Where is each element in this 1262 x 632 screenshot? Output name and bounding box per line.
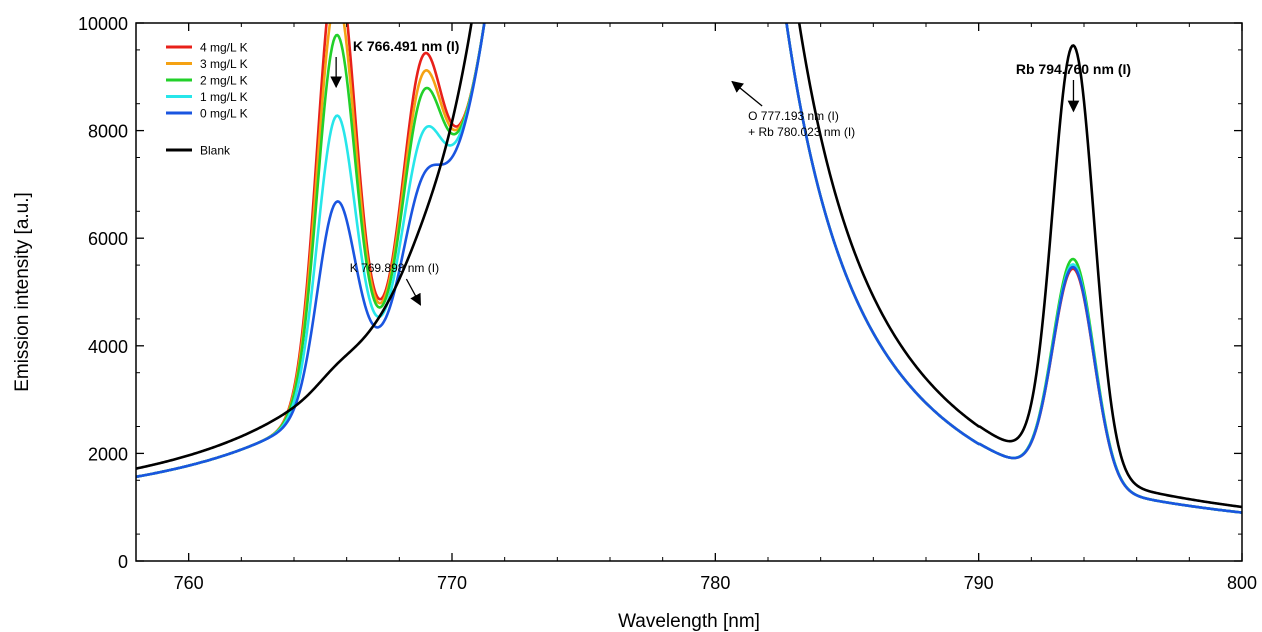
legend: 4 mg/L K 3 mg/L K 2 mg/L K 1 mg/L K 0 mg/L K… [166,41,248,158]
annotation-arrow [405,278,421,306]
legend-entry: 4 mg/L K [200,41,248,55]
legend-entry: 0 mg/L K [200,107,248,121]
annotation-label: O 777.193 nm (I) [748,109,839,123]
legend-entry: Blank [200,144,231,158]
y-tick-label: 2000 [88,444,128,464]
legend-entry: 3 mg/L K [200,57,248,71]
annotation-label-line2: + Rb 780.023 nm (I) [748,125,855,139]
x-tick-label: 770 [437,573,467,593]
annotations: K 766.491 nm (I) K 769.898 nm (I) O 777.19… [330,38,1131,306]
x-axis-label: Wavelength [nm] [618,611,760,632]
y-tick-label: 8000 [88,122,128,142]
legend-entry: 2 mg/L K [200,74,248,88]
x-tick-label: 780 [700,573,730,593]
y-tick-label: 4000 [88,337,128,357]
series-line [136,23,1242,509]
x-tick-label: 800 [1227,573,1257,593]
plot-frame [135,22,1243,562]
annotation-label: K 766.491 nm (I) [353,38,460,54]
annotation-label: K 769.898 nm (I) [350,261,439,275]
y-axis-label: Emission intensity [a.u.] [12,192,33,392]
y-tick-label: 10000 [78,14,128,34]
x-tick-label: 760 [174,573,204,593]
legend-entry: 1 mg/L K [200,90,248,104]
x-tick-label: 790 [964,573,994,593]
annotation-arrow [731,80,763,107]
y-tick-label: 6000 [88,229,128,249]
annotation-label: Rb 794.760 nm (I) [1016,61,1131,77]
series-line [136,23,1242,514]
series-layer [136,23,1242,514]
y-tick-label: 0 [118,552,128,572]
